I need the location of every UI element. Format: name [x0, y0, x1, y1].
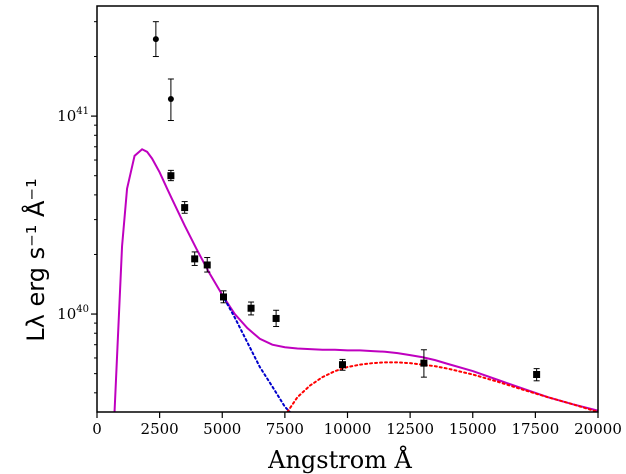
data-point-square: [220, 290, 228, 304]
x-tick-label: 17500: [512, 420, 560, 438]
marker: [272, 314, 280, 322]
marker: [181, 204, 189, 212]
y-axis: 1040 1041: [57, 21, 97, 394]
marker: [338, 361, 346, 369]
data-point-circle: [152, 21, 159, 58]
marker: [533, 370, 541, 378]
total-model-curve: [113, 148, 598, 412]
marker: [420, 359, 428, 367]
x-tick-label: 7500: [266, 420, 304, 438]
x-tick-label: 0: [92, 420, 102, 438]
data-point-square: [420, 349, 428, 378]
x-axis: 0 2500 5000 7500 10000 12500 15000 17500 20000: [92, 412, 622, 438]
x-tick-label: 2500: [141, 420, 179, 438]
y-tick-label: 1040: [57, 304, 89, 323]
x-tick-label: 5000: [203, 420, 241, 438]
red-component-curve: [286, 361, 598, 412]
data-point-square: [167, 169, 175, 182]
x-tick-label: 20000: [574, 420, 622, 438]
model-curves: [113, 148, 598, 412]
marker: [203, 261, 211, 269]
marker: [220, 293, 228, 301]
data-point-square: [533, 368, 541, 382]
marker: [167, 96, 174, 103]
y-axis-title: Lλ erg s⁻¹ Å⁻¹: [21, 178, 50, 341]
x-tick-label: 15000: [449, 420, 497, 438]
data-points: [152, 21, 541, 382]
data-point-square: [191, 251, 199, 266]
marker: [167, 172, 175, 180]
x-tick-label: 12500: [386, 420, 434, 438]
data-point-square: [181, 201, 189, 214]
data-point-square: [203, 257, 211, 273]
marker: [152, 36, 159, 43]
blue-component-curve: [221, 293, 291, 412]
data-point-square: [338, 358, 346, 371]
data-point-circle: [167, 78, 174, 122]
y-tick-label: 1041: [57, 106, 89, 125]
data-point-square: [247, 301, 255, 316]
x-axis-title: Angstrom Å: [267, 445, 412, 474]
x-tick-label: 10000: [324, 420, 372, 438]
marker: [247, 304, 255, 312]
data-point-square: [272, 309, 280, 328]
marker: [191, 255, 199, 263]
